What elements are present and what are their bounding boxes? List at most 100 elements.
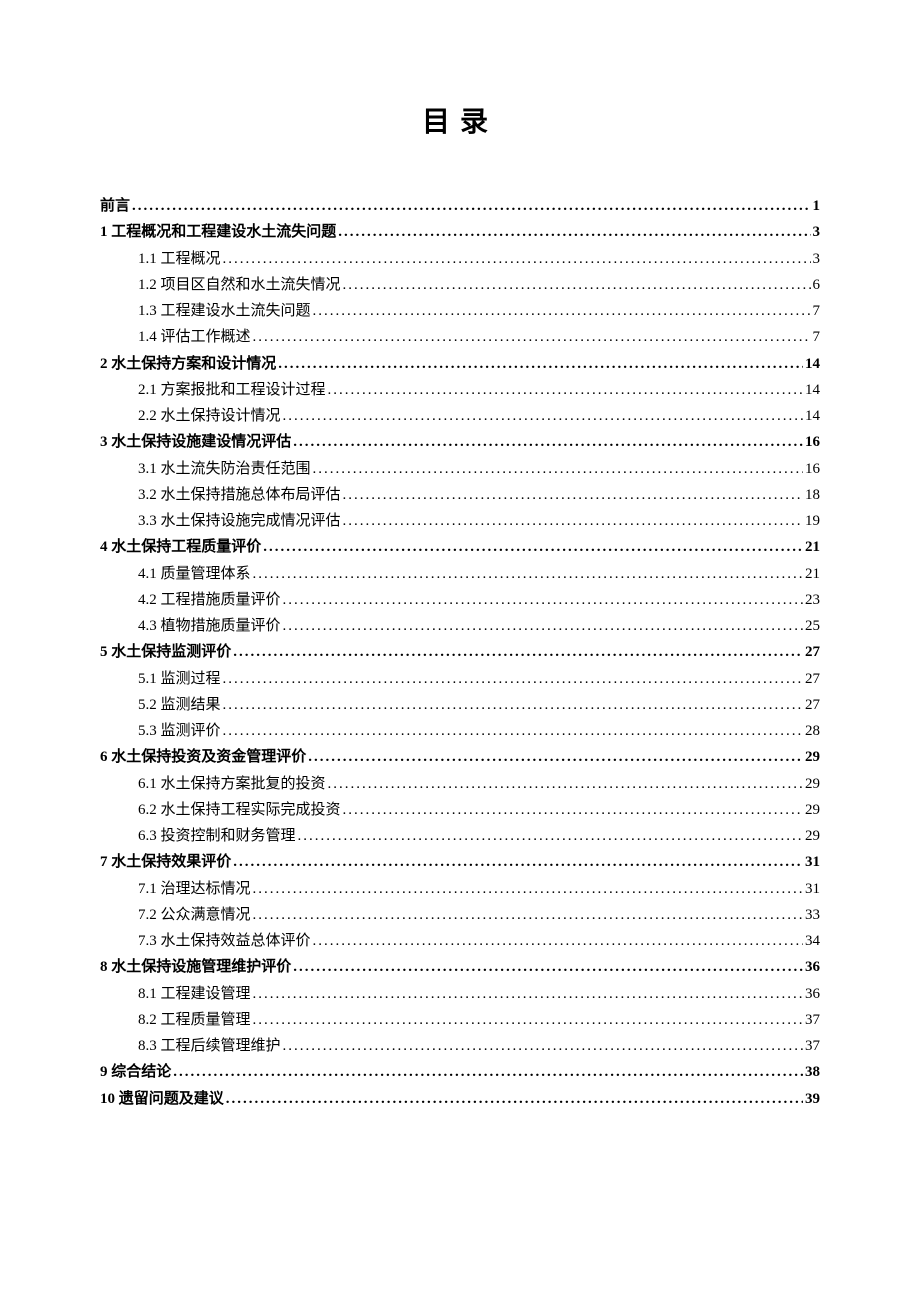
toc-entry-page: 38: [805, 1061, 820, 1084]
toc-entry-label: 6 水土保持投资及资金管理评价: [100, 746, 306, 769]
toc-entry-page: 29: [805, 746, 820, 769]
toc-entry-label: 8.3 工程后续管理维护: [138, 1035, 281, 1058]
toc-entry-label: 7.3 水土保持效益总体评价: [138, 930, 311, 953]
toc-entry-page: 25: [805, 615, 820, 638]
toc-entry: 5.3 监测评价................................…: [138, 720, 820, 743]
toc-entry: 10 遗留问题及建议..............................…: [100, 1088, 820, 1111]
toc-entry-page: 36: [805, 956, 820, 979]
toc-entry: 1.4 评估工作概述..............................…: [138, 326, 820, 349]
toc-dot-leader: ........................................…: [132, 195, 810, 218]
toc-entry-label: 4.2 工程措施质量评价: [138, 589, 281, 612]
toc-entry-page: 3: [813, 221, 821, 244]
toc-entry-page: 31: [805, 851, 820, 874]
toc-entry: 5.2 监测结果................................…: [138, 694, 820, 717]
toc-dot-leader: ........................................…: [283, 1035, 803, 1058]
toc-entry-label: 2 水土保持方案和设计情况: [100, 353, 276, 376]
toc-entry: 4 水土保持工程质量评价............................…: [100, 536, 820, 559]
toc-entry: 3.2 水土保持措施总体布局评估........................…: [138, 484, 820, 507]
toc-entry: 8.2 工程质量管理..............................…: [138, 1009, 820, 1032]
toc-entry-page: 29: [805, 773, 820, 796]
toc-dot-leader: ........................................…: [253, 1009, 803, 1032]
toc-entry-label: 1.3 工程建设水土流失问题: [138, 300, 311, 323]
toc-dot-leader: ........................................…: [343, 274, 811, 297]
toc-entry-label: 6.1 水土保持方案批复的投资: [138, 773, 326, 796]
toc-entry-page: 16: [805, 458, 820, 481]
toc-dot-leader: ........................................…: [328, 773, 803, 796]
toc-dot-leader: ........................................…: [343, 510, 803, 533]
toc-dot-leader: ........................................…: [253, 904, 803, 927]
toc-entry: 6.1 水土保持方案批复的投资.........................…: [138, 773, 820, 796]
toc-entry: 5 水土保持监测评价..............................…: [100, 641, 820, 664]
toc-entry-label: 5 水土保持监测评价: [100, 641, 231, 664]
toc-entry: 4.3 植物措施质量评价............................…: [138, 615, 820, 638]
toc-entry-page: 14: [805, 353, 820, 376]
toc-entry: 4.2 工程措施质量评价............................…: [138, 589, 820, 612]
toc-entry-label: 8.1 工程建设管理: [138, 983, 251, 1006]
toc-entry: 3 水土保持设施建设情况评估..........................…: [100, 431, 820, 454]
toc-entry-label: 7.2 公众满意情况: [138, 904, 251, 927]
toc-entry-page: 36: [805, 983, 820, 1006]
toc-title: 目录: [100, 100, 820, 140]
toc-entry-label: 4.3 植物措施质量评价: [138, 615, 281, 638]
toc-entry-page: 37: [805, 1009, 820, 1032]
toc-entry-label: 5.1 监测过程: [138, 668, 221, 691]
toc-entry-label: 3 水土保持设施建设情况评估: [100, 431, 291, 454]
toc-entry-label: 2.1 方案报批和工程设计过程: [138, 379, 326, 402]
toc-dot-leader: ........................................…: [223, 694, 803, 717]
toc-entry-label: 2.2 水土保持设计情况: [138, 405, 281, 428]
toc-entry-page: 3: [813, 248, 821, 271]
toc-dot-leader: ........................................…: [313, 300, 811, 323]
toc-entry-label: 3.1 水土流失防治责任范围: [138, 458, 311, 481]
toc-dot-leader: ........................................…: [223, 248, 811, 271]
toc-entry: 7.2 公众满意情况..............................…: [138, 904, 820, 927]
toc-entry-label: 8.2 工程质量管理: [138, 1009, 251, 1032]
toc-dot-leader: ........................................…: [283, 589, 803, 612]
toc-dot-leader: ........................................…: [233, 851, 803, 874]
toc-entry-label: 6.3 投资控制和财务管理: [138, 825, 296, 848]
toc-entry: 3.1 水土流失防治责任范围..........................…: [138, 458, 820, 481]
toc-entry: 2 水土保持方案和设计情况...........................…: [100, 353, 820, 376]
toc-dot-leader: ........................................…: [308, 746, 803, 769]
toc-entry-page: 27: [805, 694, 820, 717]
toc-entry-page: 39: [805, 1088, 820, 1111]
toc-entry-page: 7: [813, 300, 821, 323]
toc-dot-leader: ........................................…: [223, 668, 803, 691]
toc-entry-page: 6: [813, 274, 821, 297]
toc-dot-leader: ........................................…: [313, 930, 803, 953]
toc-entry-page: 14: [805, 405, 820, 428]
toc-entry: 7.3 水土保持效益总体评价..........................…: [138, 930, 820, 953]
toc-entry-label: 7.1 治理达标情况: [138, 878, 251, 901]
toc-entry-page: 27: [805, 668, 820, 691]
toc-entry-page: 21: [805, 563, 820, 586]
toc-entry-page: 19: [805, 510, 820, 533]
toc-entry-label: 1.1 工程概况: [138, 248, 221, 271]
toc-entry-page: 23: [805, 589, 820, 612]
toc-entry-label: 7 水土保持效果评价: [100, 851, 231, 874]
toc-container: 前言......................................…: [100, 195, 820, 1111]
toc-dot-leader: ........................................…: [313, 458, 803, 481]
toc-dot-leader: ........................................…: [328, 379, 803, 402]
toc-dot-leader: ........................................…: [173, 1061, 803, 1084]
toc-dot-leader: ........................................…: [263, 536, 803, 559]
toc-dot-leader: ........................................…: [283, 405, 803, 428]
toc-entry-page: 21: [805, 536, 820, 559]
toc-entry-label: 4 水土保持工程质量评价: [100, 536, 261, 559]
toc-entry: 5.1 监测过程................................…: [138, 668, 820, 691]
toc-dot-leader: ........................................…: [343, 484, 803, 507]
toc-entry: 8 水土保持设施管理维护评价..........................…: [100, 956, 820, 979]
toc-entry: 1.1 工程概况................................…: [138, 248, 820, 271]
toc-entry-label: 5.2 监测结果: [138, 694, 221, 717]
toc-dot-leader: ........................................…: [298, 825, 803, 848]
toc-dot-leader: ........................................…: [343, 799, 803, 822]
toc-entry-label: 9 综合结论: [100, 1061, 171, 1084]
toc-entry-label: 5.3 监测评价: [138, 720, 221, 743]
toc-entry-label: 1.2 项目区自然和水土流失情况: [138, 274, 341, 297]
toc-dot-leader: ........................................…: [226, 1088, 803, 1111]
toc-dot-leader: ........................................…: [253, 326, 811, 349]
toc-entry: 6.2 水土保持工程实际完成投资........................…: [138, 799, 820, 822]
toc-entry: 前言......................................…: [100, 195, 820, 218]
toc-entry-label: 4.1 质量管理体系: [138, 563, 251, 586]
toc-dot-leader: ........................................…: [253, 983, 803, 1006]
toc-dot-leader: ........................................…: [278, 353, 803, 376]
toc-entry: 6.3 投资控制和财务管理...........................…: [138, 825, 820, 848]
